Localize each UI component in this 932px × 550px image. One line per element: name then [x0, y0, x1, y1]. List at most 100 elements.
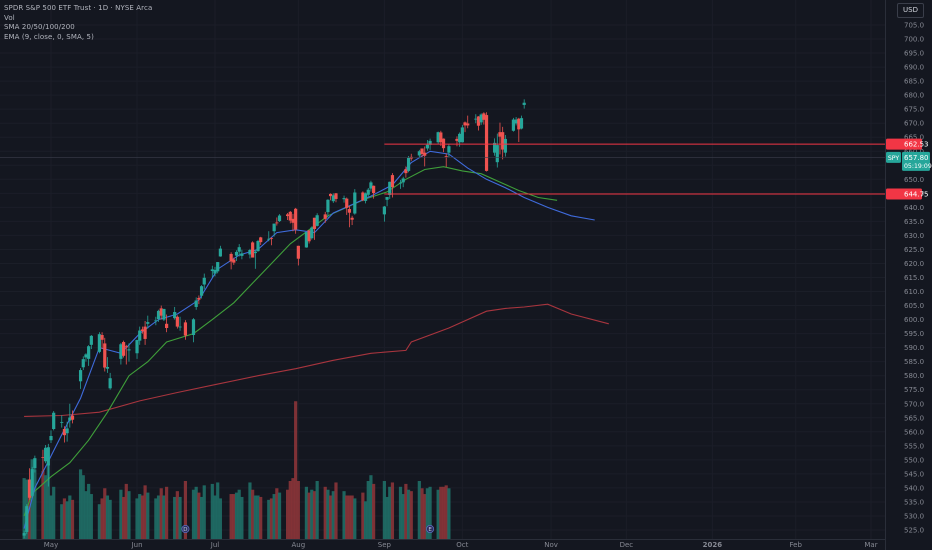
candle-body: [46, 447, 50, 466]
ema-indicator-label[interactable]: EMA (9, close, 0, SMA, 5): [4, 32, 94, 41]
volume-bar: [41, 470, 45, 539]
candle: [425, 140, 429, 151]
sma-indicator-label[interactable]: SMA 20/50/100/200: [4, 23, 75, 31]
candle-body: [81, 359, 85, 368]
candle-body: [275, 222, 279, 224]
y-tick-label: 705.0: [904, 22, 924, 30]
y-tick-label: 550.0: [904, 456, 924, 464]
candle-body: [347, 209, 352, 213]
volume-bar: [288, 481, 292, 539]
candle: [350, 215, 354, 226]
candle-body: [30, 469, 34, 496]
candle: [248, 248, 252, 259]
candle-body: [121, 342, 126, 356]
volume-bar: [291, 478, 295, 539]
volume-bar: [46, 463, 50, 539]
volume-bar: [121, 496, 126, 539]
volume-bar: [259, 496, 263, 539]
event-marker-d[interactable]: [181, 525, 190, 534]
volume-bar: [127, 491, 131, 539]
volume-bar: [323, 486, 327, 539]
volume-bar: [175, 491, 179, 539]
y-tick-label: 545.0: [904, 470, 924, 478]
candle-body: [108, 378, 112, 389]
sma50-line: [23, 166, 558, 517]
candle-body: [183, 322, 188, 336]
volume-bar: [194, 486, 198, 539]
y-tick-label: 535.0: [904, 498, 924, 506]
y-tick-label: 695.0: [904, 50, 924, 58]
candle: [138, 326, 142, 345]
candle-body: [140, 329, 145, 332]
candle: [178, 316, 182, 331]
volume-bar: [436, 489, 440, 539]
candle-body: [248, 250, 252, 255]
y-tick-label: 555.0: [904, 442, 924, 450]
candle-body: [78, 370, 83, 382]
candle: [463, 121, 467, 133]
candle-body: [105, 366, 110, 369]
candle-body: [25, 506, 29, 532]
candle: [103, 337, 107, 372]
candle: [353, 189, 357, 215]
volume-bar: [417, 481, 421, 539]
candle-body: [253, 251, 257, 254]
event-marker-e[interactable]: [426, 525, 435, 534]
hline-price-tag: [886, 188, 922, 200]
candle-body: [127, 349, 131, 351]
y-tick-label: 665.0: [904, 134, 924, 142]
candle: [210, 265, 214, 278]
volume-bar: [202, 485, 206, 539]
volume-bar: [269, 498, 274, 539]
x-tick-label: Dec: [620, 541, 634, 549]
event-marker-label: D: [183, 527, 187, 533]
price-scale[interactable]: 525.0 530.0 535.0 540.0 545.0 550.0 555.0 560.0…: [904, 22, 924, 535]
candle-body: [52, 412, 56, 429]
volume-bar: [97, 504, 101, 539]
time-scale[interactable]: May Jun Jul Aug Sep Oct Nov Dec 2026 Feb Mar: [44, 541, 878, 549]
volume-bar: [173, 496, 177, 539]
volume-indicator-label[interactable]: Vol: [4, 13, 15, 22]
volume-bar: [159, 488, 163, 539]
last-price-tag: [902, 151, 930, 171]
currency-button[interactable]: USD: [897, 3, 924, 18]
y-tick-label: 585.0: [904, 358, 924, 366]
candle-body: [49, 436, 53, 441]
y-tick-label: 565.0: [904, 414, 924, 422]
x-tick-label: Nov: [544, 541, 558, 549]
candle: [199, 285, 204, 299]
candle-body: [210, 269, 214, 272]
x-tick-label: Feb: [790, 541, 803, 549]
volume-bar: [372, 483, 376, 539]
candle: [156, 309, 161, 322]
y-tick-label: 560.0: [904, 428, 924, 436]
volume-bar: [124, 483, 128, 539]
volume-bars: [22, 401, 451, 539]
candle-body: [315, 215, 319, 226]
volume-bar: [390, 482, 395, 539]
volume-bar: [165, 486, 169, 539]
x-tick-label: Mar: [864, 541, 877, 549]
candle-body: [511, 119, 516, 131]
candle-body: [463, 122, 467, 126]
horizontal-lines[interactable]: [0, 143, 885, 195]
candle-body: [444, 156, 448, 157]
candle: [495, 133, 499, 168]
symbol-title[interactable]: SPDR S&P 500 ETF Trust · 1D · NYSE Arca: [4, 4, 153, 12]
candle-body: [175, 316, 179, 327]
candle: [143, 320, 147, 345]
candle-body: [124, 346, 128, 348]
candle-body: [482, 113, 486, 120]
volume-bar: [425, 488, 429, 539]
candle: [237, 244, 241, 257]
candle-body: [277, 215, 282, 222]
volume-bar: [119, 489, 123, 539]
candle: [479, 113, 483, 125]
candle: [68, 403, 72, 428]
volume-bar: [108, 499, 112, 539]
candle: [363, 192, 368, 204]
candle: [291, 213, 295, 232]
volume-bar: [143, 485, 147, 539]
